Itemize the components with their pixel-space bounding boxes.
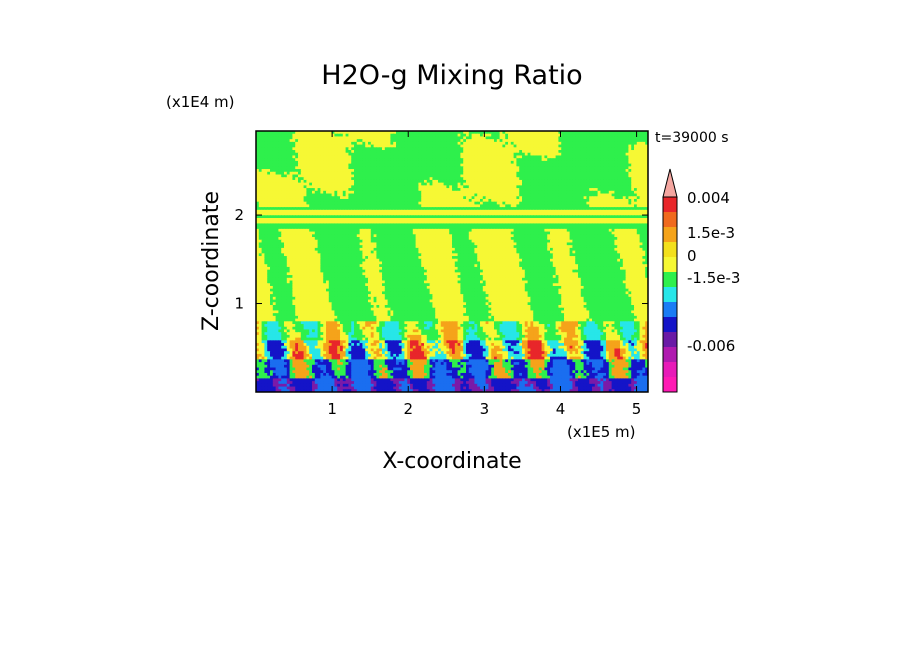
- colorbar-swatch: [663, 272, 677, 288]
- y-tick-label: 2: [234, 206, 244, 224]
- colorbar-frame: [662, 196, 678, 393]
- colorbar-label: -1.5e-3: [687, 269, 740, 287]
- colorbar: [662, 168, 678, 393]
- colorbar-max-cap: [662, 168, 678, 198]
- x-unit-label: (x1E5 m): [567, 423, 636, 441]
- time-label: t=39000 s: [655, 130, 729, 146]
- colorbar-swatch: [663, 362, 677, 378]
- x-axis: 1 2 3 4 5: [327, 131, 641, 418]
- colorbar-swatch: [663, 197, 677, 213]
- colorbar-label: -0.006: [687, 337, 735, 355]
- colorbar-swatch: [663, 212, 677, 228]
- y-tick-label: 1: [234, 295, 244, 313]
- mixing-ratio-field: [256, 131, 648, 392]
- x-tick-label: 1: [327, 400, 337, 418]
- colorbar-label: 1.5e-3: [687, 224, 735, 242]
- x-tick-label: 5: [632, 400, 642, 418]
- colorbar-label: 0: [687, 247, 697, 265]
- y-axis-label: Z-coordinate: [199, 191, 224, 331]
- colorbar-label: 0.004: [687, 189, 730, 207]
- colorbar-swatch: [663, 332, 677, 348]
- colorbar-swatch: [663, 347, 677, 363]
- colorbar-swatch: [663, 242, 677, 258]
- colorbar-swatch: [663, 377, 677, 393]
- colorbar-swatch: [663, 257, 677, 273]
- x-tick-label: 3: [480, 400, 490, 418]
- chart-title: H2O-g Mixing Ratio: [321, 60, 582, 91]
- colorbar-swatch: [663, 287, 677, 303]
- x-tick-label: 2: [403, 400, 413, 418]
- colorbar-labels: 0.004 1.5e-3 0 -1.5e-3 -0.006: [687, 189, 740, 355]
- plot-area: [255, 130, 649, 393]
- colorbar-swatch: [663, 317, 677, 333]
- y-unit-label: (x1E4 m): [166, 93, 235, 111]
- y-axis: 12: [234, 206, 648, 313]
- plot-frame: [255, 130, 649, 393]
- x-tick-label: 4: [556, 400, 566, 418]
- colorbar-swatch: [663, 227, 677, 243]
- colorbar-swatch: [663, 302, 677, 318]
- x-axis-label: X-coordinate: [382, 449, 521, 474]
